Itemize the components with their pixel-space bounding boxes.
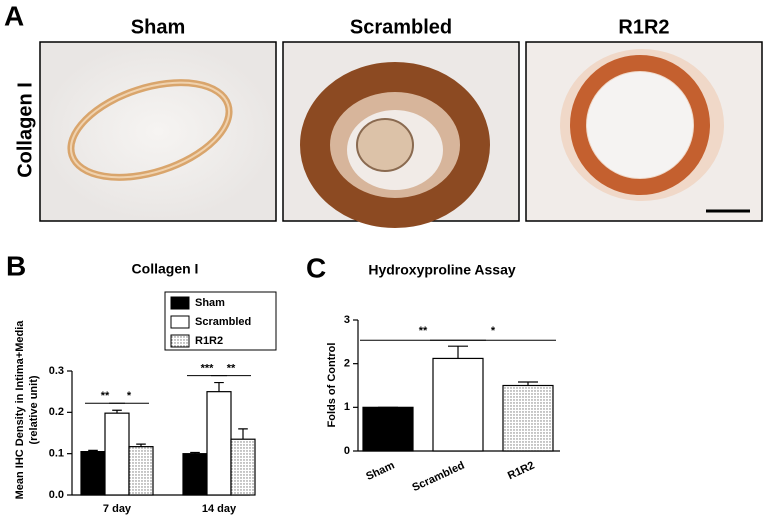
significance-label: * — [127, 390, 132, 402]
bar — [80, 451, 106, 496]
y-tick-label: 0.2 — [49, 406, 64, 418]
column-title: R1R2 — [618, 16, 669, 38]
error-bar — [136, 443, 146, 447]
significance-label: ** — [101, 390, 110, 402]
bar — [206, 391, 232, 496]
y-axis-label: (relative unit) — [28, 375, 40, 444]
panel-label: A — [4, 0, 24, 31]
error-bar — [112, 409, 122, 414]
chart-title: Hydroxyproline Assay — [368, 262, 516, 278]
legend-swatch — [170, 334, 190, 348]
error-bar — [238, 428, 248, 440]
bar — [182, 453, 208, 496]
y-axis-label: Folds of Control — [326, 343, 338, 428]
x-tick-label: Sham — [364, 459, 396, 483]
micrograph — [282, 41, 520, 228]
x-tick-label: Scrambled — [410, 459, 466, 494]
legend-swatch — [170, 296, 190, 310]
chart-title: Collagen I — [132, 261, 199, 277]
y-tick-label: 0.0 — [49, 489, 64, 501]
error-bar — [448, 345, 468, 359]
micrograph — [525, 41, 763, 222]
row-label: Collagen I — [14, 82, 36, 178]
micrograph — [39, 41, 277, 222]
y-axis-label: Mean IHC Density in Intima+Media — [14, 320, 26, 500]
bar — [502, 384, 554, 452]
x-tick-label: 7 day — [103, 503, 132, 515]
y-tick-label: 2 — [344, 358, 350, 370]
bar — [432, 357, 484, 452]
legend-label: R1R2 — [195, 335, 223, 347]
legend-label: Sham — [195, 297, 225, 309]
x-tick-label: R1R2 — [506, 459, 537, 482]
column-title: Sham — [131, 16, 185, 38]
y-tick-label: 0 — [344, 445, 350, 457]
error-bar — [214, 381, 224, 392]
y-tick-label: 1 — [344, 401, 350, 413]
y-tick-label: 0.1 — [49, 448, 64, 460]
column-title: Scrambled — [350, 16, 452, 38]
panel-label: C — [306, 252, 326, 283]
bar — [104, 412, 130, 496]
significance-label: ** — [419, 325, 428, 337]
error-bar — [518, 381, 538, 386]
x-tick-label: 14 day — [202, 503, 237, 515]
error-bar — [88, 449, 98, 452]
y-tick-label: 0.3 — [49, 365, 64, 377]
significance-label: *** — [201, 362, 215, 374]
error-bar — [190, 451, 200, 454]
panel-label: B — [6, 250, 26, 281]
bar — [362, 406, 414, 452]
significance-label: ** — [227, 362, 236, 374]
bar — [230, 438, 256, 496]
legend-label: Scrambled — [195, 316, 251, 328]
legend-swatch — [170, 315, 190, 329]
bar — [128, 446, 154, 496]
significance-label: * — [491, 325, 496, 337]
y-tick-label: 3 — [344, 314, 350, 326]
